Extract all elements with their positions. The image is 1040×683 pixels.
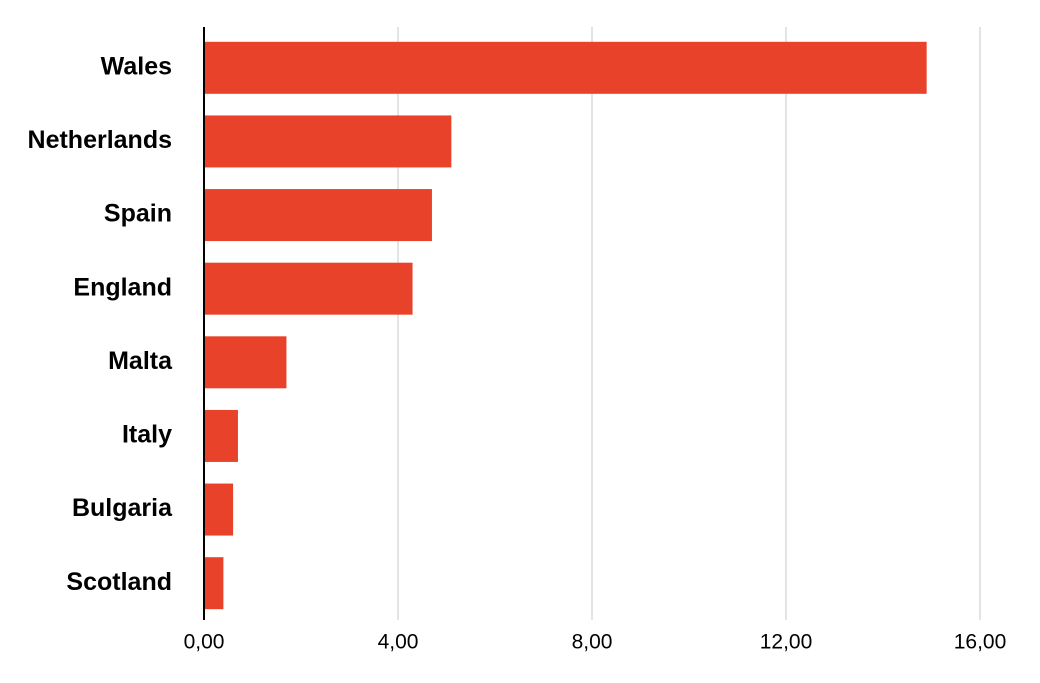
y-tick-label: Malta — [108, 347, 173, 375]
bar — [204, 262, 413, 315]
y-tick-label: England — [73, 273, 172, 301]
y-tick-label: Bulgaria — [72, 494, 173, 522]
x-tick-label: 8,00 — [572, 631, 613, 654]
bar — [204, 483, 234, 536]
y-tick-label: Netherlands — [28, 126, 172, 154]
bar — [204, 409, 238, 462]
bar — [204, 115, 452, 168]
y-tick-label: Scotland — [66, 568, 172, 596]
x-tick-label: 16,00 — [954, 631, 1007, 654]
bar — [204, 557, 224, 610]
x-tick-label: 0,00 — [184, 631, 225, 654]
x-tick-label: 4,00 — [378, 631, 419, 654]
bar — [204, 41, 927, 94]
y-tick-label: Spain — [104, 200, 172, 228]
y-tick-label: Wales — [101, 52, 172, 80]
y-tick-label: Italy — [122, 421, 172, 449]
bar — [204, 189, 432, 242]
bar — [204, 336, 287, 389]
x-tick-label: 12,00 — [760, 631, 813, 654]
